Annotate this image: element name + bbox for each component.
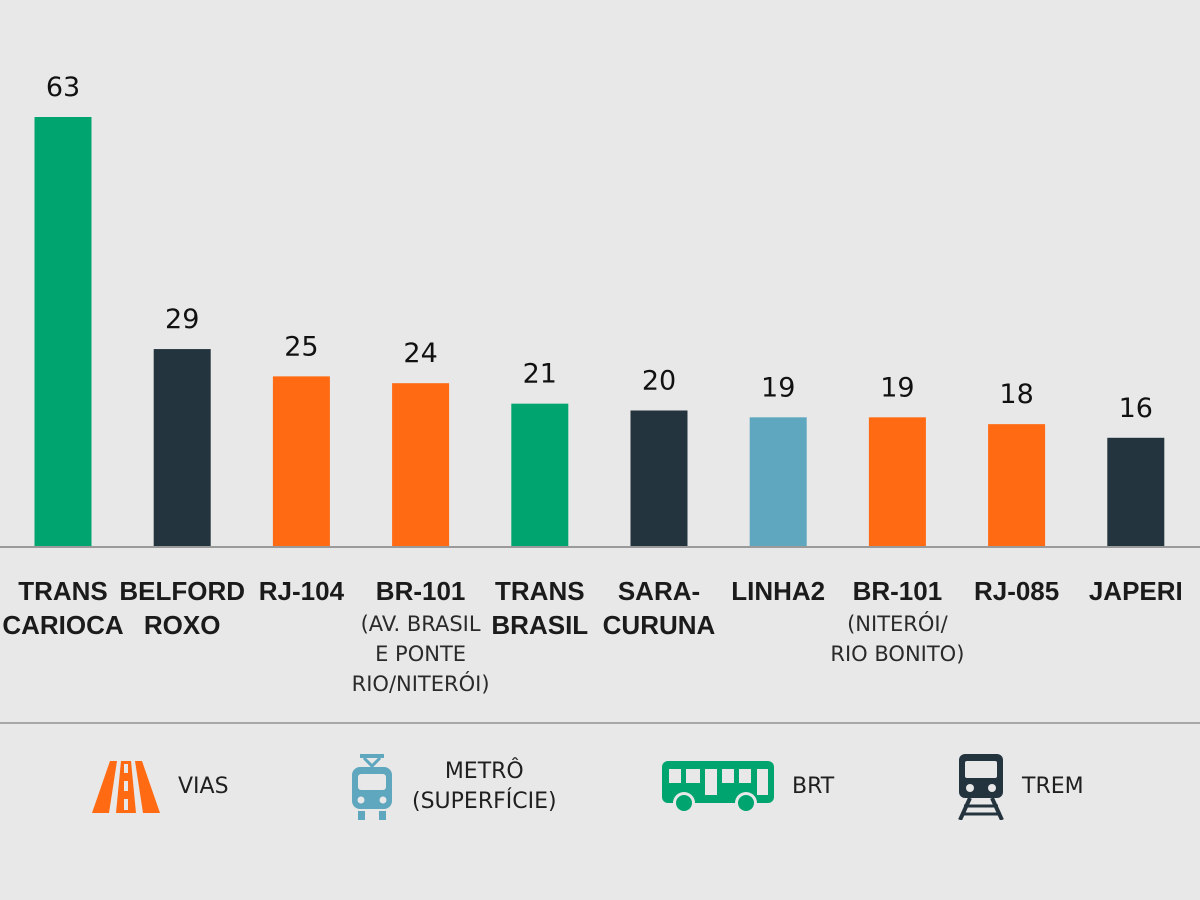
road-icon	[92, 761, 160, 813]
legend-label-metro: METRÔ (SUPERFÍCIE)	[412, 757, 557, 817]
bar-2	[272, 376, 330, 547]
category-sublabel: RIO BONITO)	[830, 642, 964, 666]
category-label: CURUNA	[603, 610, 716, 640]
legend-label-brt: BRT	[792, 772, 834, 802]
bus-icon	[662, 759, 774, 815]
category-sublabel: RIO/NITERÓI)	[352, 671, 490, 696]
bar-value-label: 18	[999, 379, 1033, 410]
category-sublabel: (NITERÓI/	[847, 611, 949, 636]
bar-value-label: 29	[165, 304, 199, 335]
bar-value-label: 63	[46, 72, 80, 103]
legend-item-trem: TREM	[958, 752, 1084, 822]
category-label: BR-101	[853, 576, 943, 606]
category-label: SARA-	[618, 576, 700, 606]
category-label: BELFORD	[119, 576, 245, 606]
category-label: RJ-085	[974, 576, 1059, 606]
legend-label-metro-line-1: METRÔ	[444, 759, 524, 784]
bar-6	[749, 417, 807, 547]
category-label: ROXO	[144, 610, 221, 640]
bar-value-label: 21	[523, 359, 557, 390]
category-label: JAPERI	[1089, 576, 1183, 606]
legend-label-metro-line-2: (SUPERFÍCIE)	[412, 789, 557, 814]
train-icon	[958, 754, 1004, 820]
bar-4	[511, 403, 569, 547]
legend-item-metro: METRÔ (SUPERFÍCIE)	[350, 752, 557, 822]
legend-item-vias: VIAS	[92, 752, 229, 822]
tram-icon	[350, 754, 394, 820]
bar-0	[34, 117, 92, 547]
bar-value-label: 16	[1119, 393, 1153, 424]
bar-value-label: 25	[284, 331, 318, 362]
category-sublabel: E PONTE	[375, 642, 466, 666]
bar-8	[988, 424, 1046, 547]
category-label: RJ-104	[259, 576, 345, 606]
bar-5	[630, 410, 688, 547]
category-label: TRANS	[18, 576, 108, 606]
legend-label-trem-line: TREM	[1022, 774, 1084, 799]
legend-label-trem: TREM	[1022, 772, 1084, 802]
bar-value-label: 19	[761, 372, 795, 403]
category-label: LINHA2	[731, 576, 825, 606]
category-label: BR-101	[376, 576, 466, 606]
bar-value-label: 20	[642, 365, 676, 396]
bar-9	[1107, 437, 1165, 547]
category-label: CARIOCA	[2, 610, 124, 640]
bar-value-label: 24	[403, 338, 437, 369]
category-label: BRASIL	[491, 610, 588, 640]
category-labels-group: TRANS CARIOCA BELFORD ROXO RJ-104 BR-101 (AV. …	[2, 576, 1182, 696]
legend-item-brt: BRT	[662, 752, 834, 822]
bar-value-label: 19	[880, 372, 914, 403]
bar-3	[392, 383, 450, 547]
category-sublabel: (AV. BRASIL	[361, 612, 481, 636]
bars-group: 63 29 25 24 21 20 19 19 18 16	[34, 72, 1165, 547]
bar-1	[153, 349, 211, 547]
legend-label-vias: VIAS	[178, 772, 229, 802]
legend: VIAS METRÔ (SUPERFÍCIE)	[0, 724, 1200, 900]
category-label: TRANS	[495, 576, 585, 606]
legend-label-vias-line: VIAS	[178, 774, 229, 799]
legend-label-brt-line: BRT	[792, 774, 835, 799]
bar-7	[868, 417, 926, 547]
